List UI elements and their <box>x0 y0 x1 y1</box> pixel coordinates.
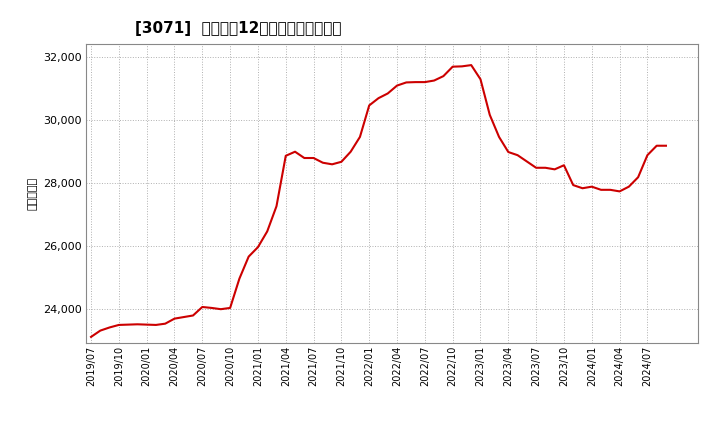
Y-axis label: （百万円）: （百万円） <box>27 177 37 210</box>
Text: [3071]  売上高の12か月移動合計の推移: [3071] 売上高の12か月移動合計の推移 <box>135 21 342 36</box>
